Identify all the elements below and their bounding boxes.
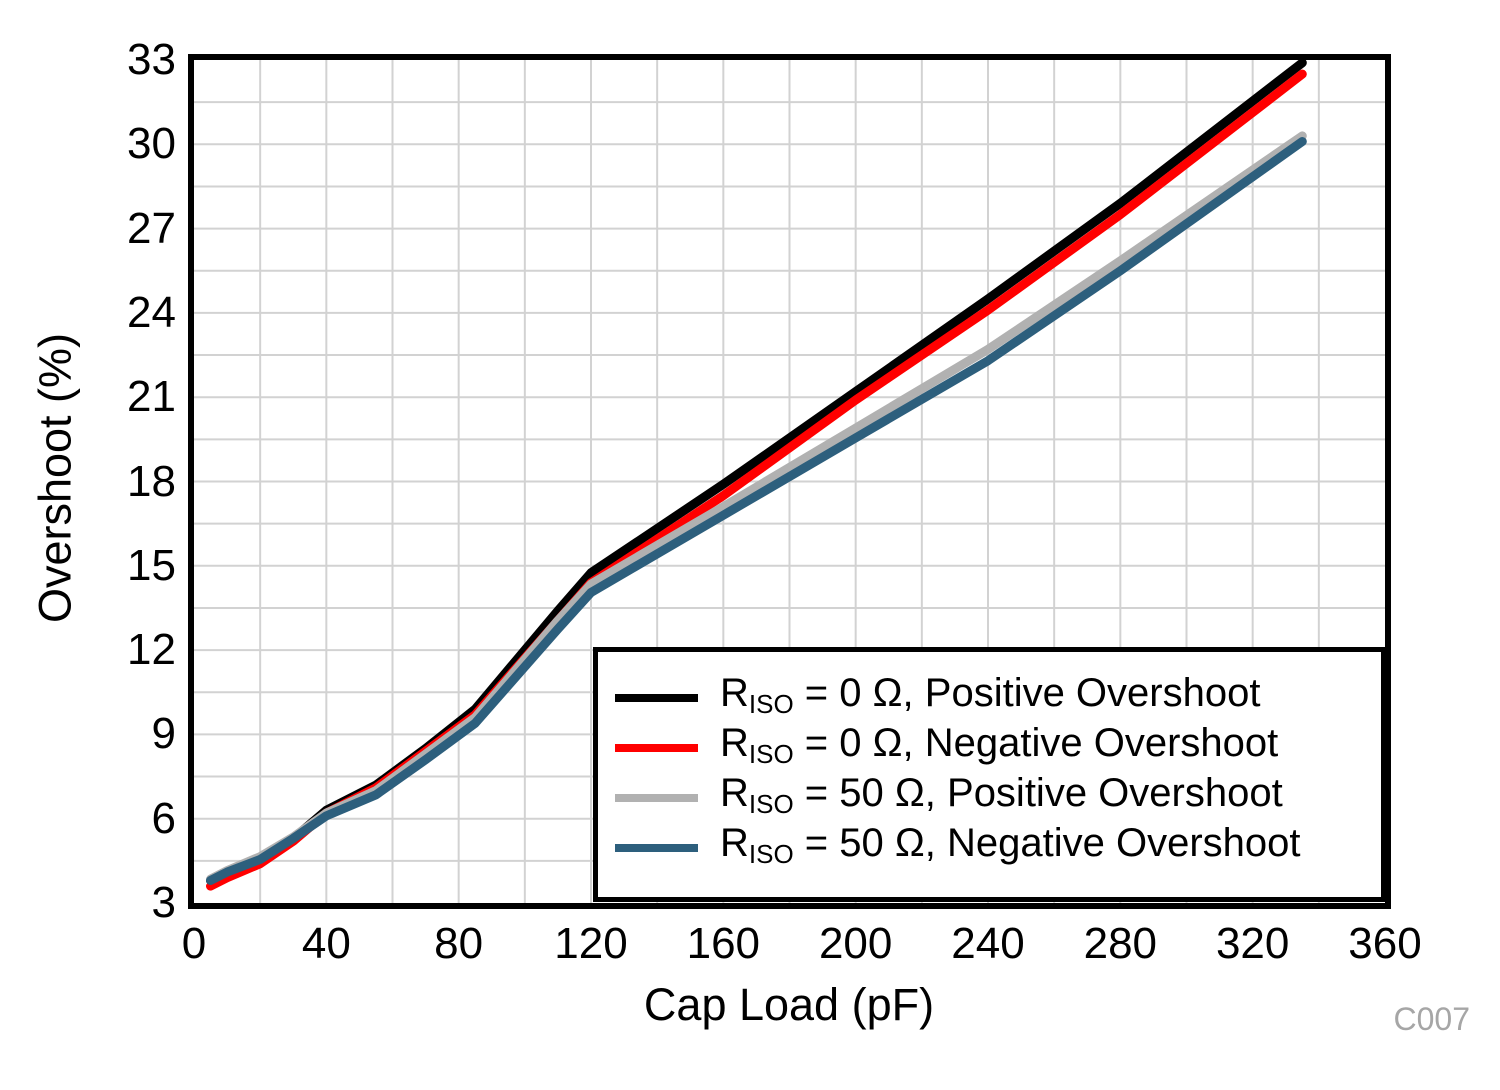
legend-line-swatch <box>615 694 698 702</box>
legend-row: RISO = 0 Ω, Negative Overshoot <box>598 721 1381 773</box>
legend-line-swatch <box>615 844 698 852</box>
x-tick-label: 240 <box>951 919 1025 968</box>
x-tick-label: 280 <box>1083 919 1158 968</box>
x-tick-label: 80 <box>434 919 484 968</box>
legend-row: RISO = 0 Ω, Positive Overshoot <box>598 671 1381 723</box>
x-tick-label: 320 <box>1215 919 1290 968</box>
y-axis-title: Overshoot (%) <box>29 332 81 624</box>
y-tick-label: 9 <box>151 709 176 759</box>
y-tick-label: 33 <box>127 35 176 84</box>
x-axis-title: Cap Load (pF) <box>643 979 935 1030</box>
legend-label: RISO = 0 Ω, Positive Overshoot <box>720 670 1261 719</box>
y-tick-label: 30 <box>127 119 176 169</box>
y-tick-label: 12 <box>127 625 176 675</box>
legend: RISO = 0 Ω, Positive Overshoot RISO = 0 Ω… <box>593 647 1386 902</box>
x-tick-label: 0 <box>181 919 207 968</box>
y-tick-label: 21 <box>127 372 176 422</box>
x-tick-label: 360 <box>1348 919 1422 968</box>
legend-label: RISO = 0 Ω, Negative Overshoot <box>720 720 1279 769</box>
y-tick-label: 6 <box>151 793 176 843</box>
y-tick-label: 18 <box>127 456 176 506</box>
legend-row: RISO = 50 Ω, Positive Overshoot <box>598 771 1381 823</box>
y-tick-label: 24 <box>127 287 176 337</box>
y-tick-label: 27 <box>127 203 176 253</box>
legend-label: RISO = 50 Ω, Negative Overshoot <box>720 820 1301 869</box>
x-tick-label: 40 <box>301 919 351 968</box>
legend-line-swatch <box>615 794 698 802</box>
x-tick-label: 200 <box>818 919 893 968</box>
figure-code: C007 <box>1393 1001 1471 1037</box>
y-tick-label: 15 <box>127 540 176 590</box>
legend-row: RISO = 50 Ω, Negative Overshoot <box>598 821 1381 873</box>
legend-line-swatch <box>615 744 698 752</box>
series-line-3 <box>206 137 1307 885</box>
y-tick-label: 3 <box>151 878 176 927</box>
x-tick-label: 120 <box>554 919 628 968</box>
x-tick-label: 160 <box>686 919 761 968</box>
legend-label: RISO = 50 Ω, Positive Overshoot <box>720 770 1283 819</box>
